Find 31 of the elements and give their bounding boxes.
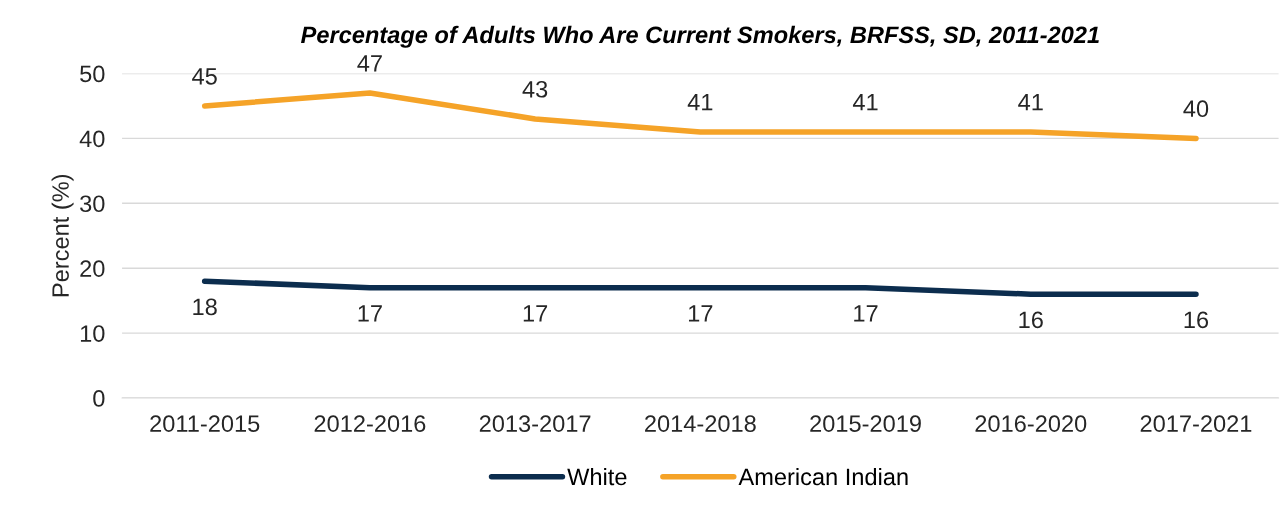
data-label: 17 [854, 305, 878, 322]
y-tick-label: 20 [80, 260, 105, 277]
data-label: 17 [358, 305, 382, 322]
y-tick-label: 40 [79, 130, 105, 148]
x-tick-label: 2011-2015 [150, 415, 260, 432]
x-tick-label: 2013-2017 [479, 415, 591, 432]
chart-title: Percentage of Adults Who Are Current Smokers, BRFSS, SD, 2011-2021 [301, 25, 1099, 48]
data-label: 17 [523, 305, 548, 322]
legend-label: American Indian [738, 467, 908, 486]
data-label: 16 [1019, 311, 1043, 329]
data-label: 43 [522, 80, 548, 98]
legend-label: White [567, 467, 627, 486]
data-label: 47 [357, 55, 382, 72]
x-tick-label: 2012-2016 [314, 415, 426, 432]
data-label: 41 [852, 94, 878, 111]
y-tick-label: 0 [93, 390, 105, 407]
data-label: 18 [193, 298, 217, 316]
data-label: 17 [689, 305, 713, 322]
x-tick-label: 2014-2018 [645, 415, 756, 432]
y-tick-label: 50 [80, 65, 105, 83]
data-label: 45 [192, 68, 217, 85]
data-label: 41 [687, 94, 713, 111]
data-label: 41 [1018, 94, 1043, 111]
x-tick-label: 2015-2019 [810, 415, 921, 432]
x-tick-label: 2017-2021 [1140, 415, 1252, 432]
y-axis-title: Percent (%) [51, 174, 74, 297]
x-tick-label: 2016-2020 [975, 415, 1087, 432]
y-tick-label: 10 [80, 325, 105, 342]
data-label: 40 [1183, 100, 1209, 118]
y-tick-label: 30 [80, 195, 105, 213]
data-label: 16 [1184, 311, 1209, 329]
